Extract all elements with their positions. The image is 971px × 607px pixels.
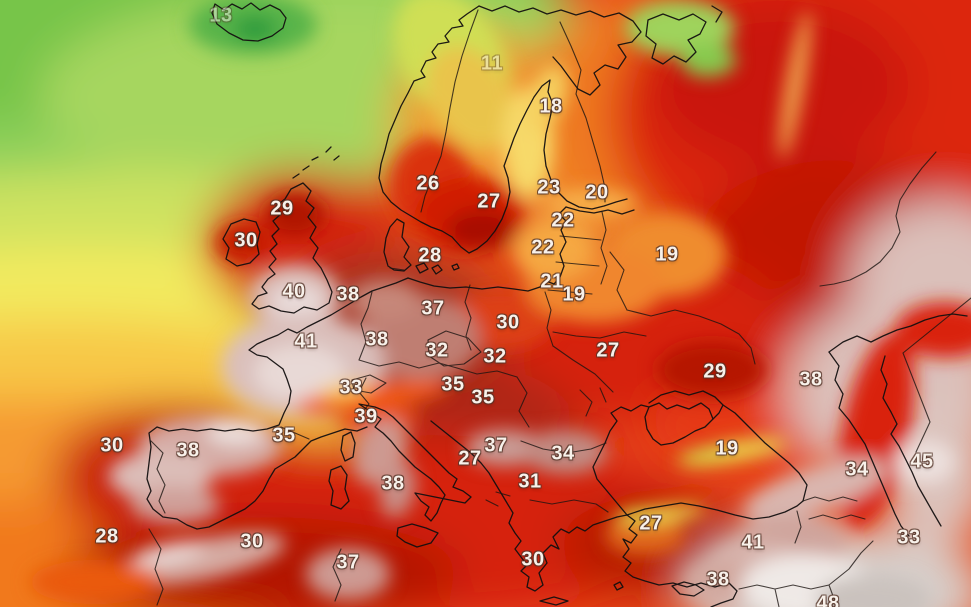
country-borders — [148, 9, 971, 607]
coastlines — [146, 2, 968, 607]
